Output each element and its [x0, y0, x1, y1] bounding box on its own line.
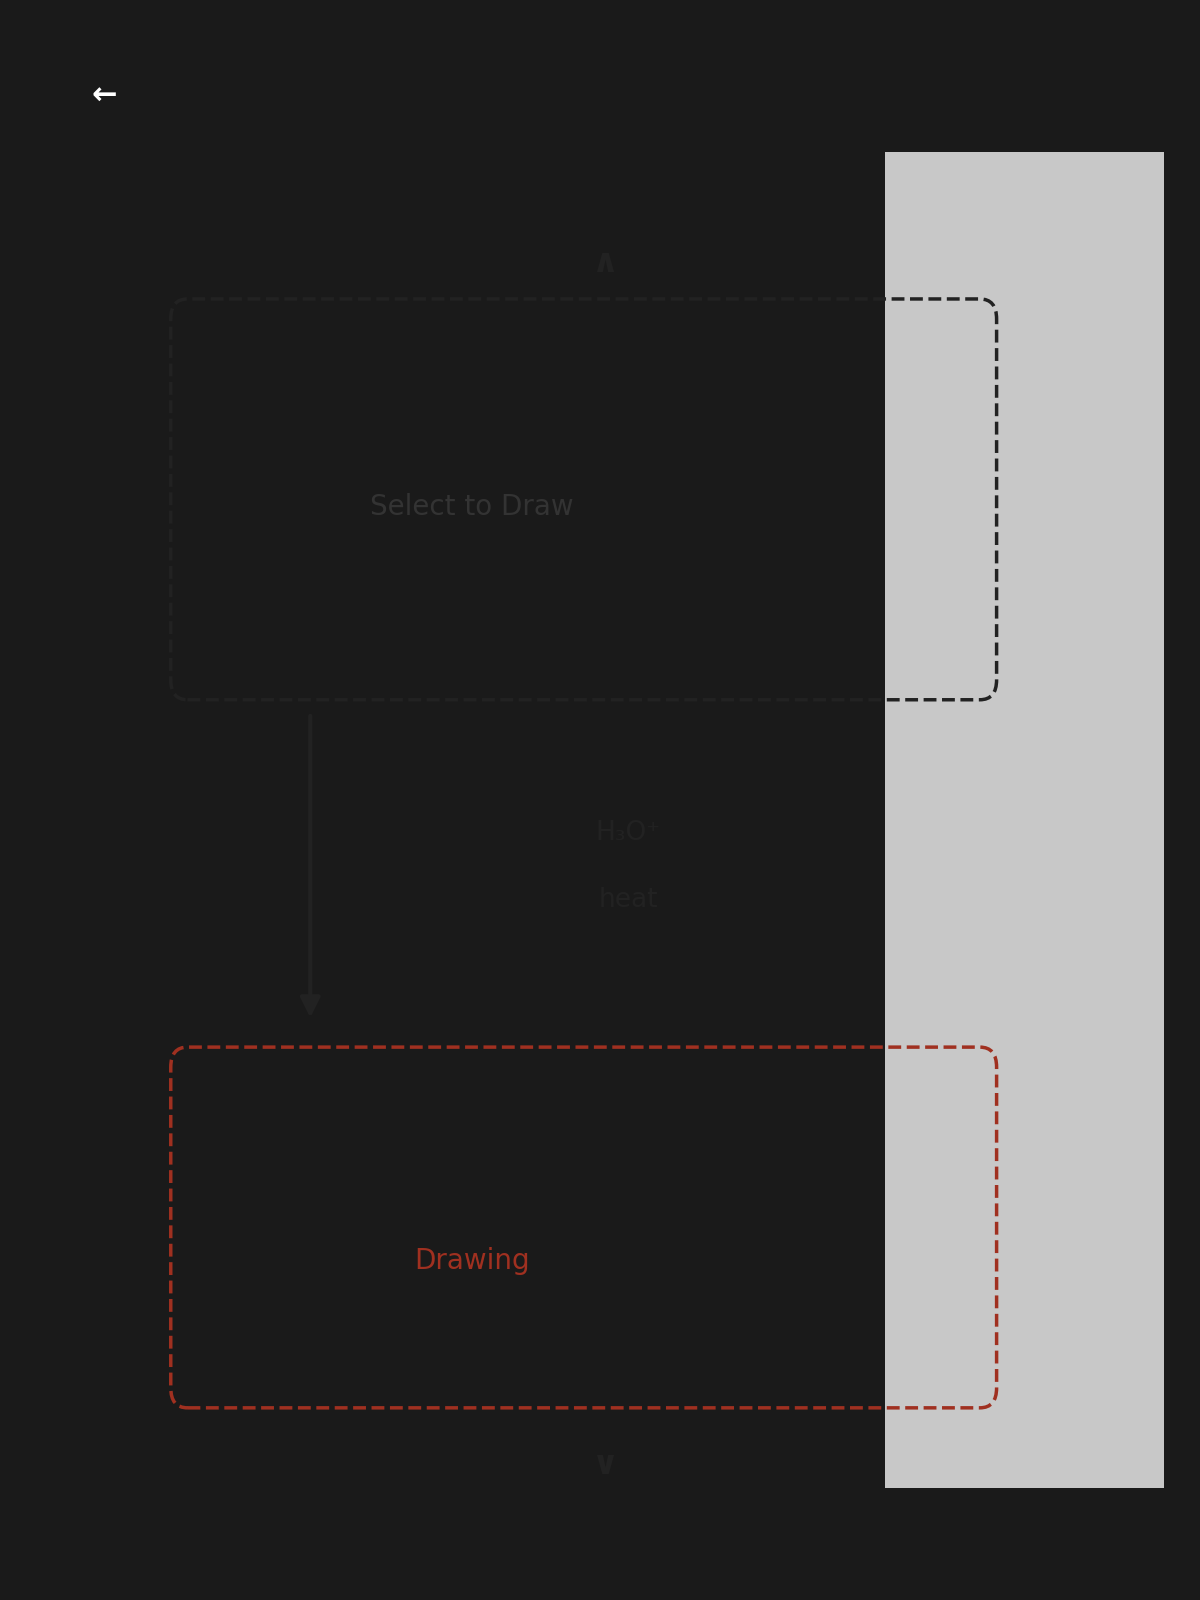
Text: H₃O⁺: H₃O⁺ — [595, 821, 661, 846]
Text: ←: ← — [91, 82, 116, 110]
Text: heat: heat — [599, 886, 658, 914]
Text: Select to Draw: Select to Draw — [371, 493, 574, 522]
Text: ∧: ∧ — [593, 246, 619, 278]
FancyBboxPatch shape — [886, 152, 1164, 1488]
Text: ∨: ∨ — [593, 1448, 619, 1482]
Text: Drawing: Drawing — [414, 1246, 530, 1275]
